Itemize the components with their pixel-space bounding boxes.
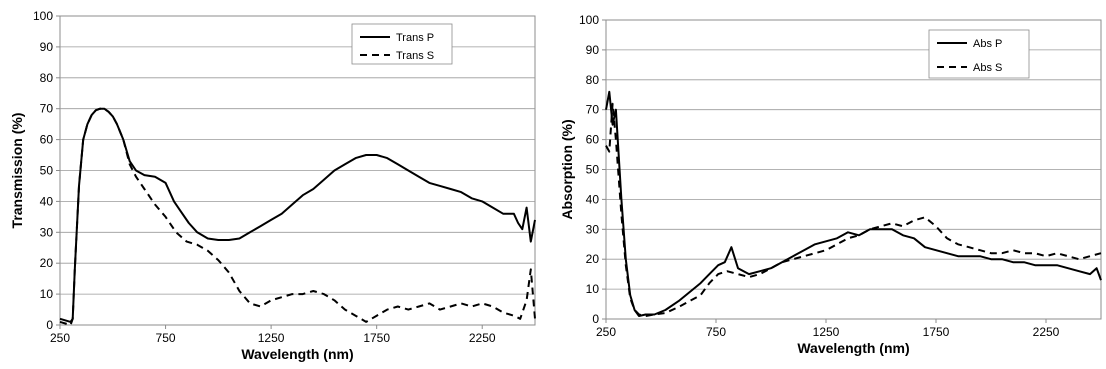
y-tick-label: 0 (46, 318, 53, 332)
y-tick-label: 70 (586, 103, 600, 117)
absorption-chart-svg: 0 10 20 30 40 50 60 70 80 90 100 250 750 1250 1750 2250… (559, 13, 1102, 356)
y-tick-label: 30 (586, 222, 600, 236)
x-tick-label: 1750 (923, 325, 950, 339)
y-tick-label: 90 (40, 40, 54, 54)
x-tick-label: 250 (596, 325, 616, 339)
y-tick-label: 40 (586, 192, 600, 206)
legend-label: Abs S (973, 62, 1002, 74)
series-line-abs-p (605, 90, 1102, 317)
y-tick-label: 60 (586, 133, 600, 147)
legend-label: Trans P (396, 32, 434, 44)
y-tick-label: 20 (40, 256, 54, 270)
y-axis-title: Absorption (%) (559, 119, 575, 219)
x-tick-label: 1250 (813, 325, 840, 339)
legend-box (928, 29, 1030, 79)
legend-label: Trans S (396, 50, 434, 62)
x-tick-label: 750 (156, 331, 176, 345)
y-tick-label: 10 (40, 287, 54, 301)
x-axis-title: Wavelength (nm) (797, 340, 909, 356)
y-tick-label: 0 (592, 312, 599, 326)
y-tick-label: 30 (40, 225, 54, 239)
transmission-chart-svg: 0 10 20 30 40 50 60 70 80 90 100 250 750 1250 1750 2250… (9, 9, 536, 362)
y-axis-title: Transmission (%) (9, 113, 25, 229)
x-tick-label: 750 (706, 325, 726, 339)
x-tick-label: 2250 (1033, 325, 1060, 339)
transmission-chart: 0 10 20 30 40 50 60 70 80 90 100 250 750 1250 1750 2250… (0, 0, 545, 369)
y-tick-label: 100 (33, 9, 53, 23)
y-tick-label: 60 (40, 133, 54, 147)
y-tick-label: 50 (586, 163, 600, 177)
x-tick-label: 2250 (469, 331, 496, 345)
x-tick-label: 1250 (258, 331, 285, 345)
legend-label: Abs P (973, 38, 1002, 50)
legend-box (351, 23, 453, 65)
y-tick-label: 80 (40, 71, 54, 85)
y-tick-label: 10 (586, 282, 600, 296)
y-tick-label: 90 (586, 43, 600, 57)
series-line-trans-s (59, 107, 536, 326)
y-tick-label: 40 (40, 194, 54, 208)
y-tick-label: 100 (579, 13, 599, 27)
x-axis-title: Wavelength (nm) (241, 346, 353, 362)
y-tick-label: 80 (586, 73, 600, 87)
y-tick-label: 70 (40, 102, 54, 116)
y-tick-label: 20 (586, 252, 600, 266)
series-line-abs-s (605, 102, 1102, 317)
x-tick-label: 250 (50, 331, 70, 345)
absorption-chart: 0 10 20 30 40 50 60 70 80 90 100 250 750 1250 1750 2250… (556, 0, 1106, 369)
x-tick-label: 1750 (363, 331, 390, 345)
series-line-trans-p (59, 107, 536, 323)
y-tick-label: 50 (40, 164, 54, 178)
